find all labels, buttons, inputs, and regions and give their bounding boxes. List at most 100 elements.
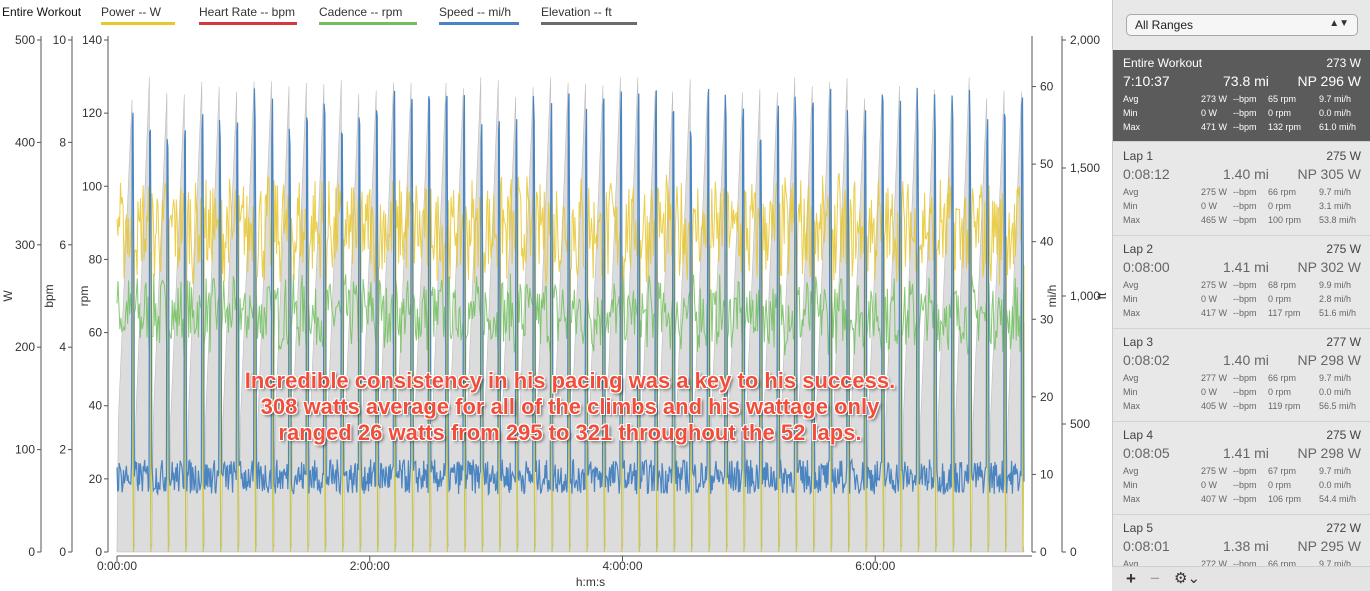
stat-cell: 0.0 mi/h (1319, 480, 1352, 490)
stat-cell: 0 W (1201, 480, 1218, 490)
stat-row: Avg 275 W --bpm 68 rpm 9.9 mi/h (1123, 279, 1361, 293)
stat-row: Min 0 W --bpm 0 rpm 0.0 mi/h (1123, 386, 1361, 400)
tick-label: 8 (59, 135, 66, 149)
tick-label: 80 (89, 252, 103, 266)
stat-cell: Min (1123, 294, 1138, 304)
tick-label: 20 (89, 472, 103, 486)
axis-title-power: W (1, 290, 15, 302)
stat-row: Max 407 W --bpm 106 rpm 54.4 mi/h (1123, 493, 1361, 507)
summary-card-entire-workout[interactable]: Entire Workout 273 W 7:10:37 73.8 mi NP 296 … (1113, 50, 1370, 142)
remove-icon[interactable]: − (1150, 569, 1160, 588)
stat-cell: 66 rpm (1268, 187, 1297, 197)
gear-icon[interactable]: ⚙︎⌄ (1174, 570, 1201, 587)
stat-cell: 0 W (1201, 201, 1218, 211)
stat-cell: 65 rpm (1268, 94, 1297, 104)
card-np: NP 296 W (1297, 73, 1361, 89)
stat-cell: 9.7 mi/h (1319, 559, 1352, 569)
stat-row: Avg 277 W --bpm 66 rpm 9.7 mi/h (1123, 372, 1361, 386)
range-select-value: All Ranges (1135, 18, 1194, 32)
stat-cell: 0 W (1201, 387, 1218, 397)
tick-label: 2 (59, 443, 66, 457)
lap-card[interactable]: Lap 4 275 W 0:08:05 1.41 mi NP 298 W Avg 275 W… (1113, 422, 1370, 515)
tick-label: 20 (1040, 390, 1054, 404)
stat-cell: --bpm (1233, 387, 1257, 397)
tick-label: 4 (59, 340, 66, 354)
legend-heart-rate[interactable]: Heart Rate -- bpm (199, 5, 297, 25)
stat-row: Avg 272 W --bpm 66 rpm 9.7 mi/h (1123, 558, 1361, 572)
stat-cell: 51.6 mi/h (1319, 308, 1357, 318)
legend-cadence[interactable]: Cadence -- rpm (319, 5, 417, 25)
tick-label: 40 (1040, 235, 1054, 249)
tick-label: 0 (1040, 545, 1047, 559)
card-time: 0:08:02 (1123, 352, 1170, 368)
stat-cell: 0.0 mi/h (1319, 387, 1352, 397)
stat-cell: 9.7 mi/h (1319, 187, 1352, 197)
stat-cell: 9.7 mi/h (1319, 373, 1352, 383)
stat-cell: --bpm (1233, 466, 1257, 476)
stat-cell: 119 rpm (1268, 401, 1301, 411)
card-time: 0:08:12 (1123, 166, 1170, 182)
tick-label: 0 (1070, 545, 1077, 559)
tick-label: 140 (82, 33, 102, 47)
card-np: NP 298 W (1297, 445, 1361, 461)
card-title: Lap 4 (1123, 428, 1154, 442)
x-tick-label: 6:00:00 (855, 559, 895, 573)
stat-cell: 417 W (1201, 308, 1228, 318)
tick-label: 100 (15, 443, 35, 457)
annotation-line-1: Incredible consistency in his pacing was… (244, 368, 896, 393)
card-title: Lap 1 (1123, 149, 1154, 163)
chart-canvas[interactable]: 0100200300400500024681002040608010012014… (0, 0, 1112, 590)
stat-cell: Avg (1123, 280, 1139, 290)
legend-speed[interactable]: Speed -- mi/h (439, 5, 519, 25)
tick-label: 400 (15, 135, 35, 149)
stat-cell: 275 W (1201, 187, 1228, 197)
stat-cell: 465 W (1201, 215, 1228, 225)
x-tick-label: 4:00:00 (602, 559, 642, 573)
card-np: NP 305 W (1297, 166, 1361, 182)
legend-power[interactable]: Power -- W (101, 5, 175, 25)
stat-cell: --bpm (1233, 373, 1257, 383)
lap-card[interactable]: Lap 1 275 W 0:08:12 1.40 mi NP 305 W Avg 275 W… (1113, 143, 1370, 236)
lap-card[interactable]: Lap 2 275 W 0:08:00 1.41 mi NP 302 W Avg 275 W… (1113, 236, 1370, 329)
lap-card[interactable]: Lap 3 277 W 0:08:02 1.40 mi NP 298 W Avg 277 W… (1113, 329, 1370, 422)
stat-cell: --bpm (1233, 401, 1257, 411)
stat-cell: 132 rpm (1268, 122, 1302, 132)
stat-cell: 66 rpm (1268, 559, 1297, 569)
card-distance: 1.38 mi (1223, 538, 1269, 554)
add-icon[interactable]: + (1126, 569, 1136, 588)
stat-cell: --bpm (1233, 494, 1257, 504)
stat-cell: 0 rpm (1268, 387, 1292, 397)
card-time: 0:08:01 (1123, 538, 1170, 554)
stat-row: Min 0 W --bpm 0 rpm 2.8 mi/h (1123, 293, 1361, 307)
stat-cell: 106 rpm (1268, 494, 1302, 504)
stat-cell: --bpm (1233, 480, 1257, 490)
card-distance: 1.41 mi (1223, 259, 1269, 275)
stat-row: Max 405 W --bpm 119 rpm 56.5 mi/h (1123, 400, 1361, 414)
workout-chart[interactable]: 0 100 200 300 400 500 0 2 4 6 8 10 0 20 40 60 80 100 120 14… (0, 0, 1112, 590)
stat-cell: 407 W (1201, 494, 1228, 504)
stat-cell: 0 rpm (1268, 480, 1292, 490)
stat-cell: 471 W (1201, 122, 1228, 132)
stat-cell: --bpm (1233, 108, 1257, 118)
card-distance: 73.8 mi (1223, 73, 1269, 89)
card-watts: 275 W (1326, 149, 1361, 163)
stat-cell: Min (1123, 108, 1138, 118)
tick-label: 40 (89, 399, 103, 413)
range-select[interactable]: All Ranges ▲▼ (1126, 14, 1358, 36)
tick-label: 0 (28, 545, 35, 559)
stat-row: Avg 275 W --bpm 66 rpm 9.7 mi/h (1123, 186, 1361, 200)
tick-label: 50 (1040, 157, 1054, 171)
tick-label: 500 (1070, 417, 1090, 431)
stat-cell: Max (1123, 308, 1141, 318)
tick-label: 300 (15, 238, 35, 252)
legend-elevation[interactable]: Elevation -- ft (541, 5, 637, 25)
stat-cell: 273 W (1201, 94, 1228, 104)
stat-cell: 275 W (1201, 466, 1228, 476)
axis-title-cadence: rpm (77, 286, 91, 307)
card-distance: 1.40 mi (1223, 166, 1269, 182)
x-tick-label: 2:00:00 (350, 559, 390, 573)
stat-cell: Min (1123, 201, 1138, 211)
stat-cell: --bpm (1233, 201, 1257, 211)
stat-cell: 68 rpm (1268, 280, 1297, 290)
stat-cell: 54.4 mi/h (1319, 494, 1357, 504)
